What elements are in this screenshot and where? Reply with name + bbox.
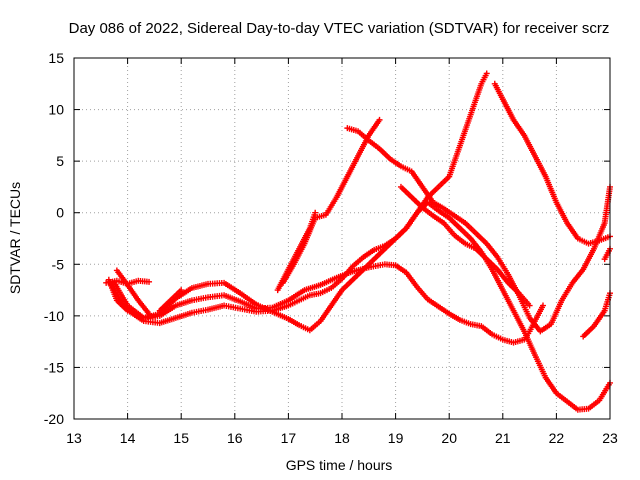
- series-layer: [103, 70, 613, 413]
- x-tick-label: 21: [495, 430, 511, 446]
- series-track-k: [156, 287, 185, 314]
- data-point: [146, 278, 153, 285]
- data-point: [483, 70, 490, 77]
- chart-title: Day 086 of 2022, Sidereal Day-to-day VTE…: [69, 20, 610, 37]
- x-tick-label: 13: [66, 430, 82, 446]
- y-tick-label: -15: [44, 359, 64, 375]
- x-tick-label: 22: [549, 430, 565, 446]
- x-tick-label: 19: [388, 430, 404, 446]
- data-point: [526, 302, 533, 309]
- data-point: [146, 310, 153, 317]
- y-tick-label: -20: [44, 411, 64, 427]
- data-point: [540, 302, 546, 309]
- x-tick-label: 18: [334, 430, 350, 446]
- data-point: [312, 209, 319, 216]
- x-axis-label: GPS time / hours: [286, 457, 393, 473]
- x-tick-label: 14: [120, 430, 136, 446]
- y-axis-label: SDTVAR / TECUs: [7, 182, 23, 294]
- data-point: [376, 116, 383, 123]
- series-track-j: [113, 267, 153, 317]
- series-track-l: [580, 290, 613, 340]
- x-tick-label: 16: [227, 430, 243, 446]
- y-tick-label: 15: [48, 50, 64, 66]
- x-tick-label: 15: [173, 430, 189, 446]
- data-point: [178, 287, 185, 294]
- plot-frame: [73, 57, 611, 420]
- y-tick-label: 10: [48, 102, 64, 118]
- x-tick-label: 23: [602, 430, 618, 446]
- x-tick-label: 17: [281, 430, 297, 446]
- series-track-b: [108, 70, 490, 327]
- y-tick-label: 5: [56, 153, 64, 169]
- y-tick-label: 0: [56, 205, 64, 221]
- series-track-g: [274, 209, 319, 294]
- x-tick-label: 20: [441, 430, 457, 446]
- y-tick-label: -10: [44, 308, 64, 324]
- series-track-e: [344, 125, 613, 335]
- series-track-h: [397, 183, 533, 309]
- y-tick-label: -5: [52, 256, 65, 272]
- ticks: 13 14 15 16 17 18 19 20 21 22 23 -20 -15 -10 -5 0 5 10 15: [44, 50, 618, 446]
